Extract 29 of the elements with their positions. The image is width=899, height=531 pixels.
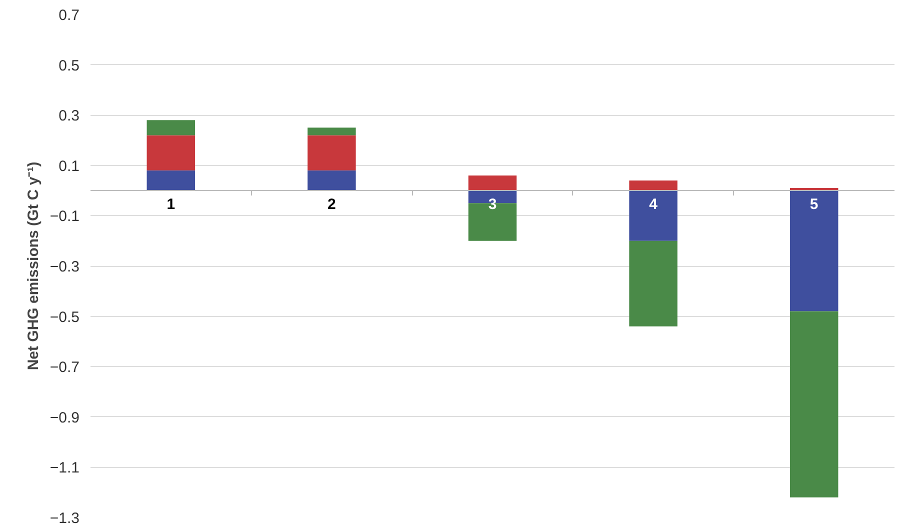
bar [146, 120, 196, 136]
bar [308, 135, 356, 170]
y-tick-label: 0.7 [58, 7, 80, 24]
x-tick-label: 4 [649, 196, 658, 214]
y-axis-title: Net GHG emissions (Gt C y⁻¹) [24, 162, 42, 370]
bar [308, 128, 356, 136]
y-tick-label: −0.3 [50, 258, 80, 276]
bar [308, 170, 356, 191]
bar [468, 175, 517, 191]
bar [629, 180, 678, 191]
y-tick-label: −1.3 [50, 510, 80, 527]
y-tick-label: 0.1 [58, 158, 80, 175]
bar [790, 311, 838, 498]
bar [629, 190, 678, 241]
x-tick-label: 3 [488, 196, 497, 214]
bar [146, 135, 196, 170]
y-tick-label: −0.1 [50, 208, 80, 226]
bar [629, 240, 678, 326]
x-tick-label: 1 [166, 196, 176, 214]
bar [790, 190, 838, 312]
x-tick-label: 5 [810, 196, 818, 214]
y-tick-label: −0.9 [50, 409, 80, 426]
y-tick-label: 0.5 [58, 57, 80, 74]
y-tick-label: 0.3 [58, 108, 80, 125]
y-tick-label: −0.5 [50, 308, 80, 326]
y-tick-label: −0.7 [50, 359, 80, 376]
x-tick-label: 2 [328, 196, 336, 214]
bar [146, 170, 196, 191]
y-tick-label: −1.1 [50, 460, 80, 477]
